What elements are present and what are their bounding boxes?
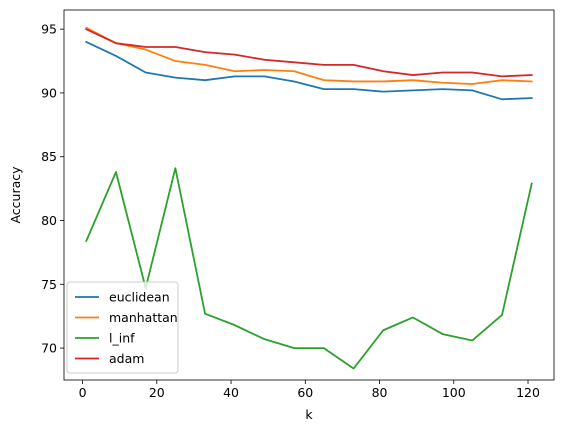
x-tick-label: 60 [297,385,313,400]
y-axis-ticks: 70 75 80 85 90 95 [41,22,64,356]
y-tick-label: 75 [41,277,57,292]
x-axis-label: k [305,407,313,422]
series-line-l_inf [85,167,533,370]
x-tick-label: 0 [79,385,87,400]
y-tick-label: 80 [41,213,57,228]
y-tick-label: 95 [41,22,57,37]
y-axis-label: Accuracy [8,166,23,224]
legend-label-manhattan: manhattan [109,310,178,325]
series-line-euclidean [85,40,533,101]
y-tick-label: 90 [41,85,57,100]
x-axis-ticks: 0 20 40 60 80 100 120 [79,380,540,400]
x-tick-label: 40 [223,385,239,400]
y-tick-label: 85 [41,149,57,164]
plot-frame [63,9,555,381]
x-tick-label: 20 [149,385,165,400]
legend-label-l_inf: l_inf [109,331,135,346]
series-line-manhattan [85,26,533,85]
x-tick-label: 100 [442,385,466,400]
x-tick-label: 120 [516,385,540,400]
x-tick-label: 80 [372,385,388,400]
legend-box [66,281,179,374]
series-lines [85,26,533,370]
legend-label-euclidean: euclidean [109,290,170,305]
series-line-adam [85,27,533,78]
legend-label-adam: adam [109,351,144,366]
y-tick-label: 70 [41,341,57,356]
